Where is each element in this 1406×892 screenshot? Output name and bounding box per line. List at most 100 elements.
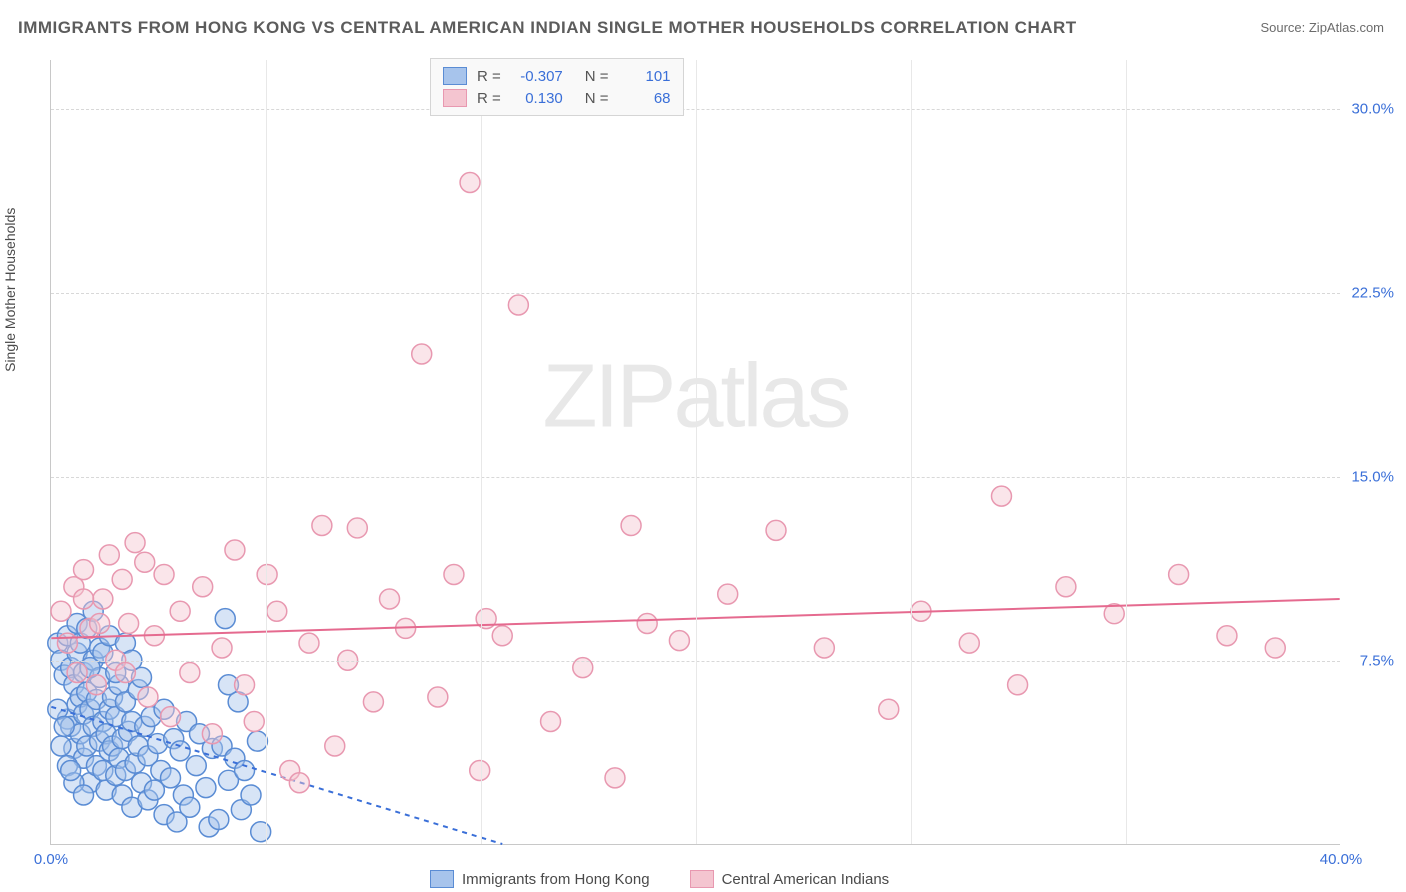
- scatter-point: [212, 638, 232, 658]
- scatter-point: [170, 741, 190, 761]
- gridline-vertical: [1126, 60, 1127, 844]
- scatter-point: [428, 687, 448, 707]
- scatter-point: [235, 675, 255, 695]
- scatter-point: [112, 569, 132, 589]
- y-axis-label: Single Mother Households: [2, 208, 18, 372]
- scatter-point: [991, 486, 1011, 506]
- x-tick-label: 40.0%: [1320, 851, 1363, 868]
- scatter-point: [51, 601, 71, 621]
- scatter-point: [93, 589, 113, 609]
- scatter-point: [247, 731, 267, 751]
- legend-series-label: Immigrants from Hong Kong: [462, 871, 650, 888]
- scatter-point: [241, 785, 261, 805]
- scatter-point: [74, 560, 94, 580]
- scatter-point: [257, 565, 277, 585]
- legend-n-label: N =: [585, 90, 609, 107]
- gridline-vertical: [266, 60, 267, 844]
- source-attribution: Source: ZipAtlas.com: [1260, 20, 1384, 35]
- scatter-point: [1008, 675, 1028, 695]
- scatter-point: [460, 173, 480, 193]
- scatter-point: [67, 663, 87, 683]
- scatter-point: [180, 797, 200, 817]
- scatter-point: [251, 822, 271, 842]
- series-legend: Immigrants from Hong Kong Central America…: [430, 870, 889, 888]
- scatter-point: [54, 716, 74, 736]
- scatter-point: [209, 810, 229, 830]
- scatter-point: [202, 724, 222, 744]
- scatter-point: [289, 773, 309, 793]
- scatter-point: [90, 614, 110, 634]
- scatter-point: [138, 687, 158, 707]
- scatter-point: [86, 675, 106, 695]
- legend-swatch: [690, 870, 714, 888]
- scatter-point: [57, 633, 77, 653]
- legend-r-value: -0.307: [511, 68, 563, 85]
- scatter-point: [196, 778, 216, 798]
- scatter-point: [1169, 565, 1189, 585]
- scatter-point: [215, 609, 235, 629]
- scatter-point: [244, 712, 264, 732]
- scatter-point: [492, 626, 512, 646]
- scatter-point: [766, 520, 786, 540]
- scatter-point: [621, 516, 641, 536]
- scatter-point: [267, 601, 287, 621]
- scatter-point: [669, 631, 689, 651]
- scatter-point: [470, 761, 490, 781]
- scatter-point: [325, 736, 345, 756]
- scatter-point: [1056, 577, 1076, 597]
- scatter-point: [115, 663, 135, 683]
- plot-area: ZIPatlas 7.5%15.0%22.5%30.0%0.0%40.0%: [50, 60, 1340, 845]
- legend-series-item: Immigrants from Hong Kong: [430, 870, 650, 888]
- scatter-point: [1265, 638, 1285, 658]
- legend-r-label: R =: [477, 90, 501, 107]
- scatter-point: [170, 601, 190, 621]
- gridline-vertical: [696, 60, 697, 844]
- scatter-point: [814, 638, 834, 658]
- scatter-point: [299, 633, 319, 653]
- legend-row: R = 0.130 N = 68: [443, 87, 671, 109]
- scatter-point: [154, 565, 174, 585]
- scatter-point: [186, 756, 206, 776]
- scatter-point: [637, 614, 657, 634]
- y-tick-label: 30.0%: [1344, 101, 1394, 118]
- scatter-point: [51, 736, 71, 756]
- y-tick-label: 7.5%: [1344, 653, 1394, 670]
- scatter-point: [99, 545, 119, 565]
- scatter-point: [444, 565, 464, 585]
- scatter-point: [363, 692, 383, 712]
- scatter-point: [605, 768, 625, 788]
- scatter-point: [161, 768, 181, 788]
- legend-swatch: [443, 67, 467, 85]
- legend-n-value: 68: [619, 90, 671, 107]
- scatter-point: [74, 589, 94, 609]
- chart-title: IMMIGRANTS FROM HONG KONG VS CENTRAL AME…: [18, 18, 1077, 38]
- scatter-point: [312, 516, 332, 536]
- scatter-point: [541, 712, 561, 732]
- legend-swatch: [430, 870, 454, 888]
- scatter-point: [135, 552, 155, 572]
- legend-n-value: 101: [619, 68, 671, 85]
- scatter-point: [959, 633, 979, 653]
- scatter-point: [61, 761, 81, 781]
- legend-r-value: 0.130: [511, 90, 563, 107]
- scatter-point: [74, 785, 94, 805]
- scatter-point: [125, 533, 145, 553]
- scatter-point: [380, 589, 400, 609]
- y-tick-label: 15.0%: [1344, 469, 1394, 486]
- scatter-point: [225, 540, 245, 560]
- legend-row: R = -0.307 N = 101: [443, 65, 671, 87]
- legend-series-label: Central American Indians: [722, 871, 890, 888]
- legend-series-item: Central American Indians: [690, 870, 890, 888]
- legend-swatch: [443, 89, 467, 107]
- scatter-point: [412, 344, 432, 364]
- legend-r-label: R =: [477, 68, 501, 85]
- scatter-point: [180, 663, 200, 683]
- scatter-point: [193, 577, 213, 597]
- gridline-vertical: [481, 60, 482, 844]
- scatter-point: [879, 699, 899, 719]
- x-tick-label: 0.0%: [34, 851, 68, 868]
- scatter-point: [1217, 626, 1237, 646]
- legend-n-label: N =: [585, 68, 609, 85]
- scatter-point: [508, 295, 528, 315]
- scatter-point: [718, 584, 738, 604]
